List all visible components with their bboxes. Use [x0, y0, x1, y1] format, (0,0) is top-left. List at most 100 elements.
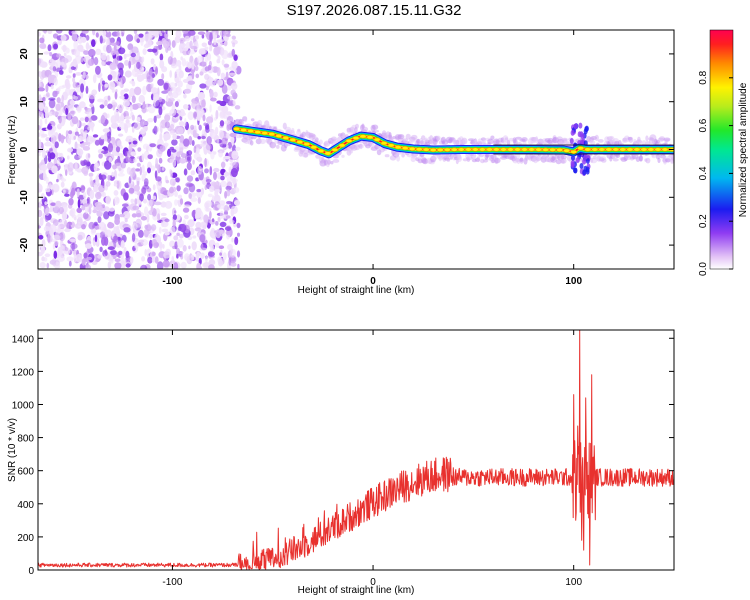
noise-speck [184, 35, 190, 42]
noise-speck [136, 162, 141, 167]
noise-speck [48, 97, 56, 101]
noise-speck [71, 30, 78, 35]
ridge-blob [633, 147, 641, 152]
x-tick-label: 100 [565, 577, 582, 588]
noise-speck [116, 140, 123, 147]
noise-speck [138, 33, 144, 38]
noise-speck [81, 123, 86, 127]
ridge-blob [598, 147, 606, 152]
noise-speck [39, 37, 45, 44]
noise-speck [118, 107, 123, 113]
noise-speck [108, 156, 113, 163]
noise-speck [176, 253, 179, 259]
noise-speck [106, 44, 112, 54]
noise-speck [97, 98, 104, 103]
noise-speck [50, 184, 56, 190]
noise-speck [66, 134, 72, 144]
noise-speck [119, 33, 122, 37]
noise-speck [156, 163, 160, 171]
noise-speck [213, 181, 222, 190]
noise-speck [53, 43, 58, 50]
ridge-disturbance [585, 168, 590, 175]
noise-speck [76, 168, 83, 173]
noise-speck [229, 217, 232, 224]
noise-speck [88, 118, 92, 123]
noise-speck [85, 206, 89, 214]
noise-speck [144, 249, 148, 256]
noise-speck [216, 137, 220, 144]
noise-speck [197, 31, 206, 35]
y-tick-label: 10 [19, 96, 30, 108]
noise-speck [150, 224, 157, 231]
noise-speck [102, 128, 110, 133]
noise-speck [219, 109, 226, 118]
noise-speck [94, 234, 98, 243]
noise-speck [199, 247, 207, 251]
noise-speck [169, 178, 177, 186]
noise-speck [62, 189, 66, 195]
noise-speck [216, 204, 221, 208]
ridge-halo [560, 157, 567, 164]
ridge-halo [561, 137, 568, 142]
ridge-blob [233, 126, 241, 131]
noise-speck [218, 245, 225, 249]
noise-speck [133, 184, 140, 192]
noise-speck [155, 114, 162, 119]
noise-speck [90, 180, 94, 188]
noise-speck [92, 30, 96, 36]
noise-speck [94, 139, 100, 146]
noise-speck [122, 100, 130, 107]
ridge-halo [521, 137, 528, 142]
noise-speck [125, 135, 134, 143]
noise-speck [95, 32, 99, 38]
noise-speck [38, 102, 44, 112]
ridge-halo [311, 134, 317, 139]
ridge-halo [487, 138, 494, 145]
noise-speck [112, 235, 119, 243]
ridge-disturbance [570, 129, 575, 136]
noise-speck [54, 91, 60, 95]
noise-speck [64, 193, 70, 197]
noise-speck [38, 31, 41, 37]
x-tick-label: 100 [565, 276, 582, 287]
noise-speck [84, 116, 89, 123]
noise-speck [54, 240, 59, 246]
noise-speck [106, 113, 110, 119]
noise-speck [47, 233, 51, 243]
noise-speck [74, 141, 78, 150]
noise-speck [87, 108, 93, 118]
noise-speck [40, 164, 48, 171]
noise-speck [98, 153, 103, 159]
ridge-halo [259, 138, 266, 145]
noise-speck [179, 142, 183, 148]
noise-speck [117, 173, 125, 177]
ridge-blob [317, 148, 325, 153]
noise-speck [125, 250, 130, 259]
noise-speck [77, 135, 84, 143]
noise-speck [44, 141, 52, 147]
noise-speck [65, 82, 71, 90]
noise-speck [220, 47, 224, 56]
colorbar-gradient [709, 29, 734, 270]
noise-speck [147, 154, 153, 160]
noise-speck [57, 224, 61, 234]
ridge-blob [626, 147, 634, 152]
noise-speck [77, 44, 84, 52]
noise-speck [229, 66, 236, 71]
noise-speck [49, 52, 53, 57]
noise-speck [69, 99, 76, 106]
noise-speck [43, 257, 48, 262]
noise-speck [215, 221, 219, 226]
noise-speck [139, 136, 143, 143]
noise-speck [134, 198, 138, 205]
noise-speck [142, 185, 150, 190]
noise-speck [171, 255, 175, 262]
noise-speck [131, 213, 137, 218]
ridge-blob [577, 146, 585, 151]
noise-speck [217, 216, 221, 221]
noise-speck [88, 48, 96, 58]
ridge-blob [549, 147, 557, 152]
noise-speck [218, 150, 224, 158]
noise-speck [232, 100, 236, 105]
